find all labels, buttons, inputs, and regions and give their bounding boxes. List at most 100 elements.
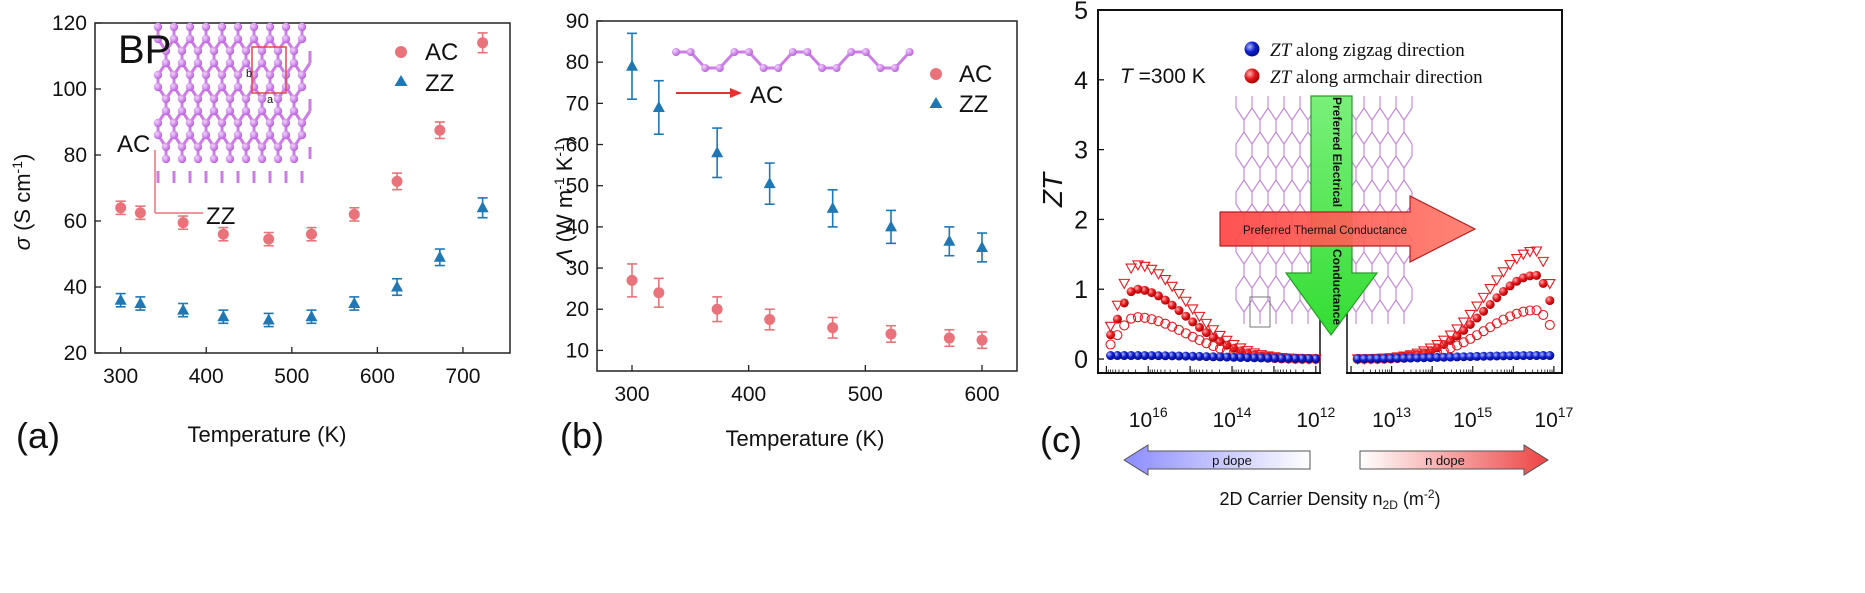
zt-point <box>1485 322 1496 333</box>
zt-point <box>1439 352 1449 362</box>
zt-point <box>1472 351 1482 361</box>
zt-point <box>1399 353 1409 363</box>
zt-point <box>1188 351 1198 361</box>
y-tick-label: 80 <box>64 144 87 167</box>
panel-b-legend: AC ZZ <box>929 61 992 118</box>
zt-point <box>1505 311 1516 322</box>
zt-point <box>1195 322 1205 332</box>
zt-point <box>1234 343 1247 355</box>
zt-point <box>1366 354 1376 364</box>
zt-point <box>1472 313 1482 323</box>
point-ac <box>305 228 317 240</box>
panel-b-ylabel: Λ (W m-1 K-1) <box>551 137 577 265</box>
zt-point <box>1126 351 1136 361</box>
zt-point <box>1510 254 1523 265</box>
zt-point <box>1386 353 1396 363</box>
panel-a-xlabel: Temperature (K) <box>188 422 347 447</box>
inset-ac-arrow: AC <box>676 82 783 109</box>
zt-point <box>1471 301 1483 313</box>
electrical-arrow-labels: Preferred Electrical Conductance <box>1330 97 1344 325</box>
zt-point <box>1498 351 1508 361</box>
p-dope-label: p dope <box>1212 453 1252 468</box>
n-dope-arrow: n dope <box>1359 444 1549 476</box>
thermal-conductance-arrow: Preferred Thermal Conductance <box>1219 195 1477 263</box>
x-tick-label: 1015 <box>1453 404 1492 432</box>
zt-point <box>1545 296 1555 306</box>
point-ac <box>217 228 229 240</box>
zt-point <box>1544 319 1555 330</box>
point-zz <box>305 310 318 322</box>
zt-point <box>1166 281 1179 293</box>
zt-point <box>1451 324 1464 336</box>
zt-point <box>1505 351 1515 361</box>
y-tick-label: 90 <box>566 10 589 33</box>
zt-point <box>1153 291 1163 301</box>
electrical-arrow-label-2: Conductance <box>1330 249 1344 325</box>
zt-point <box>1160 295 1170 305</box>
panel-c-label: (c) <box>1040 419 1082 460</box>
zt-point <box>1538 351 1548 361</box>
zt-point <box>1126 287 1136 297</box>
zt-point <box>1452 352 1462 362</box>
zt-point <box>1392 353 1402 363</box>
zt-point <box>1104 321 1117 333</box>
zt-point <box>1457 317 1470 329</box>
y-tick-label: 10 <box>566 339 589 362</box>
point-ac <box>827 322 839 334</box>
zt-point <box>1406 353 1416 363</box>
legend-ac-marker <box>395 46 407 58</box>
zt-point <box>1181 351 1191 361</box>
point-zz <box>391 280 404 292</box>
zt-point <box>1277 353 1287 363</box>
zt-point <box>1270 353 1280 363</box>
point-ac <box>653 287 665 299</box>
zt-point <box>1140 285 1150 295</box>
zt-point <box>1146 314 1157 325</box>
zt-point <box>1304 354 1314 364</box>
point-zz <box>943 234 956 246</box>
legend-zz-label: ZZ <box>959 91 988 118</box>
x-tick-label: 300 <box>614 383 649 406</box>
y-tick-label: 20 <box>64 342 87 365</box>
zt-point <box>1201 338 1212 349</box>
panel-c-legend: ZT along zigzag direction ZT along armch… <box>1244 40 1483 88</box>
point-zz <box>134 297 147 308</box>
zt-point <box>1484 283 1497 295</box>
zt-point <box>1512 351 1522 361</box>
point-zz <box>885 220 897 232</box>
zt-point <box>1119 351 1129 361</box>
zt-point <box>1139 312 1150 323</box>
zt-point <box>1445 352 1455 362</box>
panel-a-axes: 300 400 500 600 700 20 40 60 80 100 120 <box>52 12 481 388</box>
zt-point <box>1477 292 1490 304</box>
zt-point <box>1220 335 1233 347</box>
zt-point <box>1359 354 1369 364</box>
y-tick-label: 1 <box>1074 276 1088 304</box>
zt-point <box>1105 339 1116 350</box>
zt-point <box>1437 335 1450 347</box>
x-tick-label: 1016 <box>1129 404 1168 432</box>
zt-point <box>1236 352 1246 362</box>
zt-point <box>1125 263 1138 275</box>
x-tick-label: 1013 <box>1372 404 1411 432</box>
zt-point <box>1188 317 1198 327</box>
zt-point <box>1452 340 1463 351</box>
point-ac <box>885 328 897 340</box>
zt-point <box>1459 325 1469 335</box>
zt-point <box>1167 351 1177 361</box>
zt-point <box>1524 305 1536 316</box>
y-tick-label: 5 <box>1074 0 1088 25</box>
zt-point <box>1545 351 1555 361</box>
point-zz <box>626 59 638 71</box>
legend-ac-label: AC <box>959 61 992 88</box>
zt-point <box>1490 275 1503 287</box>
zt-point <box>1373 354 1383 364</box>
inset-ac-label: AC <box>117 131 150 158</box>
zt-point <box>1112 314 1122 324</box>
zt-point <box>1464 309 1477 321</box>
temperature-annotation: T =300 K <box>1120 65 1206 88</box>
zt-point <box>1208 352 1218 362</box>
point-ac <box>263 233 275 245</box>
zt-point <box>1111 300 1124 312</box>
point-ac <box>134 207 146 219</box>
